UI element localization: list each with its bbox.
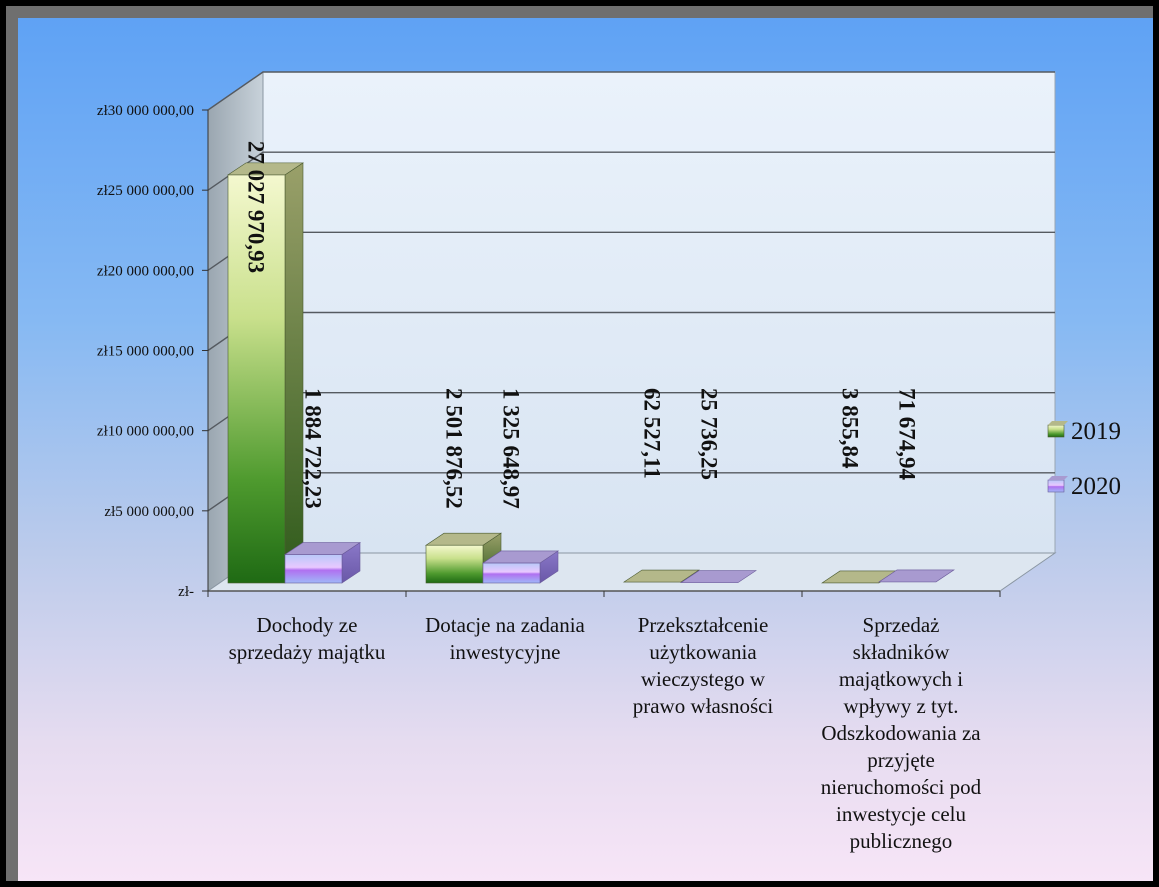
legend-label-2020: 2020 [1071,473,1121,500]
bar-side-2019 [284,162,304,584]
bar-top-2020 [482,550,559,564]
legend-swatch-top-2020 [1048,476,1068,480]
data-label-2019: 62 527,11 [640,388,665,479]
data-label-2020: 25 736,25 [697,388,722,480]
bar-top-2020 [284,542,361,555]
plot-walls [206,71,1057,592]
data-label-2020: 1 325 648,97 [499,388,524,509]
legend: 2019 2020 [1047,418,1121,500]
bar-chart: zł-zł5 000 000,00 zł10 000 000,00 zł15 000… [97,71,1121,600]
y-tick-label: zł10 000 000,00 [97,424,194,440]
y-axis: zł-zł5 000 000,00 zł10 000 000,00 zł15 000… [97,103,1001,600]
legend-swatch-2019 [1047,424,1065,438]
y-tick-label: zł- [178,584,194,600]
bar-top-2019 [425,532,502,546]
y-tick-label: zł15 000 000,00 [97,344,194,360]
bars [227,162,955,584]
gridline [207,71,1055,111]
bar-top-2019 [227,162,304,176]
data-labels: 27 027 970,93 2 501 876,52 62 527,11 3 855,… [244,141,920,509]
y-tick-label: zł5 000 000,00 [104,504,194,520]
gridline [207,151,1055,191]
data-label-2020: 1 884 722,23 [301,388,326,509]
chart-panel: zł-zł5 000 000,00 zł10 000 000,00 zł15 000… [18,18,1153,881]
bar-top-2020 [878,569,955,583]
x-category-label: Dochody ze sprzedaży majątku [228,613,386,664]
bar-2019 [227,174,286,584]
chart-border: zł-zł5 000 000,00 zł10 000 000,00 zł15 000… [6,6,1153,881]
x-category-label: Sprzedaż składników majątkowych i wpływy… [820,613,982,853]
data-label-2019: 3 855,84 [838,388,863,469]
x-category-label: Przekształcenie użytkowania wieczystego … [632,613,774,718]
bar-2020 [482,562,541,584]
y-tick-label: zł20 000 000,00 [97,263,194,279]
data-label-2019: 2 501 876,52 [442,388,467,509]
y-tick-label: zł25 000 000,00 [97,183,194,199]
bar-2020 [284,554,343,584]
legend-swatch-top-2019 [1048,421,1068,425]
legend-label-2019: 2019 [1071,418,1121,445]
legend-swatch-2020 [1047,479,1065,493]
bar-top-2019 [623,569,700,583]
y-tick-label: zł30 000 000,00 [97,103,194,119]
x-category-label: Dotacje na zadania inwestycyjne [425,613,585,664]
bar-top-2020 [680,570,757,583]
data-label-2020: 71 674,94 [895,388,920,481]
bar-2019 [425,544,484,584]
data-label-2019: 27 027 970,93 [244,141,269,273]
